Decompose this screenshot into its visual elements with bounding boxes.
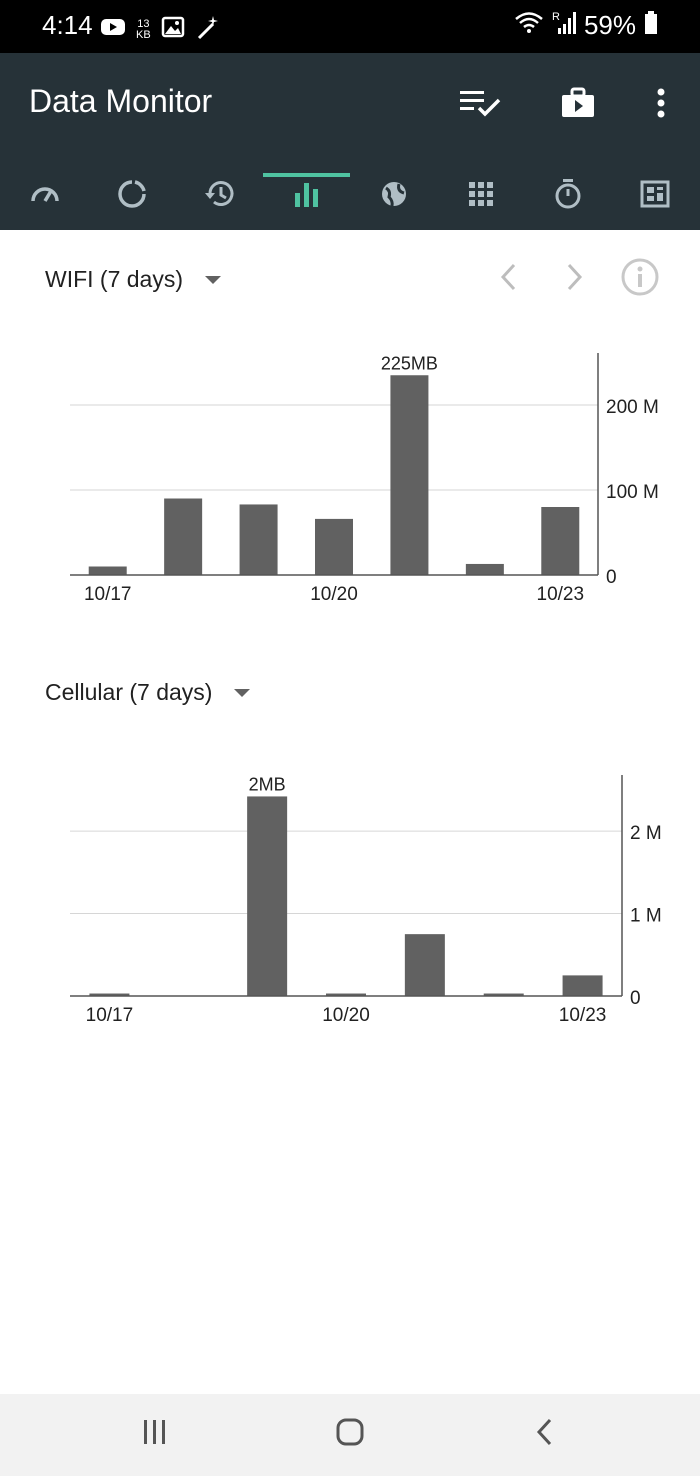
x-tick-label: 10/17 bbox=[84, 584, 132, 605]
tab-history[interactable] bbox=[175, 163, 262, 230]
history-icon bbox=[203, 179, 235, 214]
tab-refresh[interactable] bbox=[88, 163, 175, 230]
cellular-period-dropdown[interactable]: Cellular (7 days) bbox=[45, 679, 251, 706]
data-rate-indicator: 13 KB bbox=[136, 17, 151, 41]
chart-bar bbox=[483, 993, 524, 996]
signal-icon: R bbox=[552, 10, 576, 41]
more-options-button[interactable] bbox=[641, 85, 681, 125]
bar-value-label: 2MB bbox=[249, 774, 286, 794]
home-icon bbox=[335, 1417, 365, 1452]
app-title: Data Monitor bbox=[29, 83, 213, 119]
tab-bar bbox=[0, 163, 700, 230]
briefcase-button[interactable] bbox=[558, 85, 598, 125]
tab-stopwatch[interactable] bbox=[524, 163, 611, 230]
chart-bar bbox=[315, 518, 353, 575]
svg-text:R: R bbox=[552, 11, 560, 23]
x-tick-label: 10/17 bbox=[86, 1005, 134, 1026]
tab-grid[interactable] bbox=[437, 163, 524, 230]
chart-bar bbox=[164, 498, 203, 575]
x-tick-label: 10/23 bbox=[537, 584, 585, 605]
dropdown-arrow-icon bbox=[205, 275, 222, 284]
image-icon bbox=[161, 16, 185, 43]
bar-chart-icon bbox=[293, 181, 321, 212]
refresh-circle-icon bbox=[117, 179, 147, 214]
y-tick-label: 200 M bbox=[606, 397, 659, 418]
battery-percent: 59% bbox=[583, 10, 636, 40]
checklist-icon bbox=[459, 88, 501, 123]
chart-bar bbox=[247, 796, 288, 996]
magic-wand-icon bbox=[195, 14, 221, 45]
status-notification-icons: 13 KB bbox=[100, 14, 221, 45]
youtube-icon bbox=[100, 17, 126, 42]
x-tick-label: 10/23 bbox=[559, 1005, 607, 1026]
chevron-right-icon bbox=[564, 262, 584, 297]
status-bar: 4:14 13 KB R 59% bbox=[0, 0, 700, 53]
data-rate-value: 13 bbox=[137, 17, 150, 30]
chart-bar bbox=[326, 993, 366, 996]
y-tick-label: 100 M bbox=[606, 482, 659, 503]
wifi-usage-chart: 0 100 M 200 M 10/17 10/20 225MB 10/23 bbox=[70, 353, 659, 605]
speedometer-icon bbox=[30, 179, 60, 214]
previous-period-button[interactable] bbox=[492, 262, 526, 296]
briefcase-icon bbox=[561, 87, 595, 124]
more-vert-icon bbox=[657, 88, 665, 123]
checklist-button[interactable] bbox=[459, 85, 501, 125]
tab-speedometer[interactable] bbox=[1, 163, 88, 230]
chevron-left-icon bbox=[499, 262, 519, 297]
wifi-period-dropdown[interactable]: WIFI (7 days) bbox=[45, 266, 222, 293]
info-button[interactable] bbox=[620, 258, 660, 301]
dropdown-arrow-icon bbox=[234, 688, 251, 697]
recents-icon bbox=[141, 1418, 169, 1451]
back-button[interactable] bbox=[520, 1414, 570, 1454]
dashboard-icon bbox=[640, 180, 670, 213]
cellular-usage-chart: 0 1 M 2 M 10/17 2MB 10/20 10/23 bbox=[70, 774, 662, 1026]
chart-bar bbox=[239, 504, 278, 575]
y-tick-label: 0 bbox=[630, 988, 641, 1009]
next-period-button[interactable] bbox=[557, 262, 591, 296]
stopwatch-icon bbox=[553, 178, 583, 215]
chart-bar bbox=[465, 563, 504, 575]
data-rate-unit: KB bbox=[136, 28, 151, 41]
selected-tab-indicator bbox=[263, 173, 350, 177]
status-time: 4:14 bbox=[42, 10, 93, 40]
y-tick-label: 0 bbox=[606, 567, 617, 588]
tab-globe[interactable] bbox=[350, 163, 437, 230]
x-tick-label: 10/20 bbox=[310, 584, 358, 605]
chart-bar bbox=[88, 566, 127, 575]
bar-value-label: 225MB bbox=[381, 353, 438, 373]
app-bar: Data Monitor bbox=[0, 53, 700, 230]
cellular-section-label: Cellular (7 days) bbox=[45, 679, 213, 705]
back-icon bbox=[535, 1417, 555, 1452]
wifi-icon bbox=[514, 11, 544, 40]
status-system-icons: R 59% bbox=[514, 10, 658, 41]
x-tick-label: 10/20 bbox=[322, 1005, 370, 1026]
chart-bar bbox=[404, 934, 445, 996]
chart-bar bbox=[562, 975, 603, 996]
grid-icon bbox=[468, 181, 494, 212]
y-tick-label: 1 M bbox=[630, 906, 662, 927]
recents-button[interactable] bbox=[130, 1414, 180, 1454]
tab-dashboard[interactable] bbox=[611, 163, 698, 230]
info-icon bbox=[621, 258, 659, 301]
battery-icon bbox=[644, 11, 658, 40]
y-tick-label: 2 M bbox=[630, 823, 662, 844]
tab-bar-chart[interactable] bbox=[263, 163, 350, 230]
globe-icon bbox=[379, 179, 409, 214]
chart-bar bbox=[541, 507, 580, 575]
chart-bar bbox=[390, 375, 429, 575]
chart-bar bbox=[89, 993, 130, 996]
home-button[interactable] bbox=[325, 1414, 375, 1454]
wifi-section-label: WIFI (7 days) bbox=[45, 266, 184, 292]
system-nav-bar bbox=[0, 1394, 700, 1476]
